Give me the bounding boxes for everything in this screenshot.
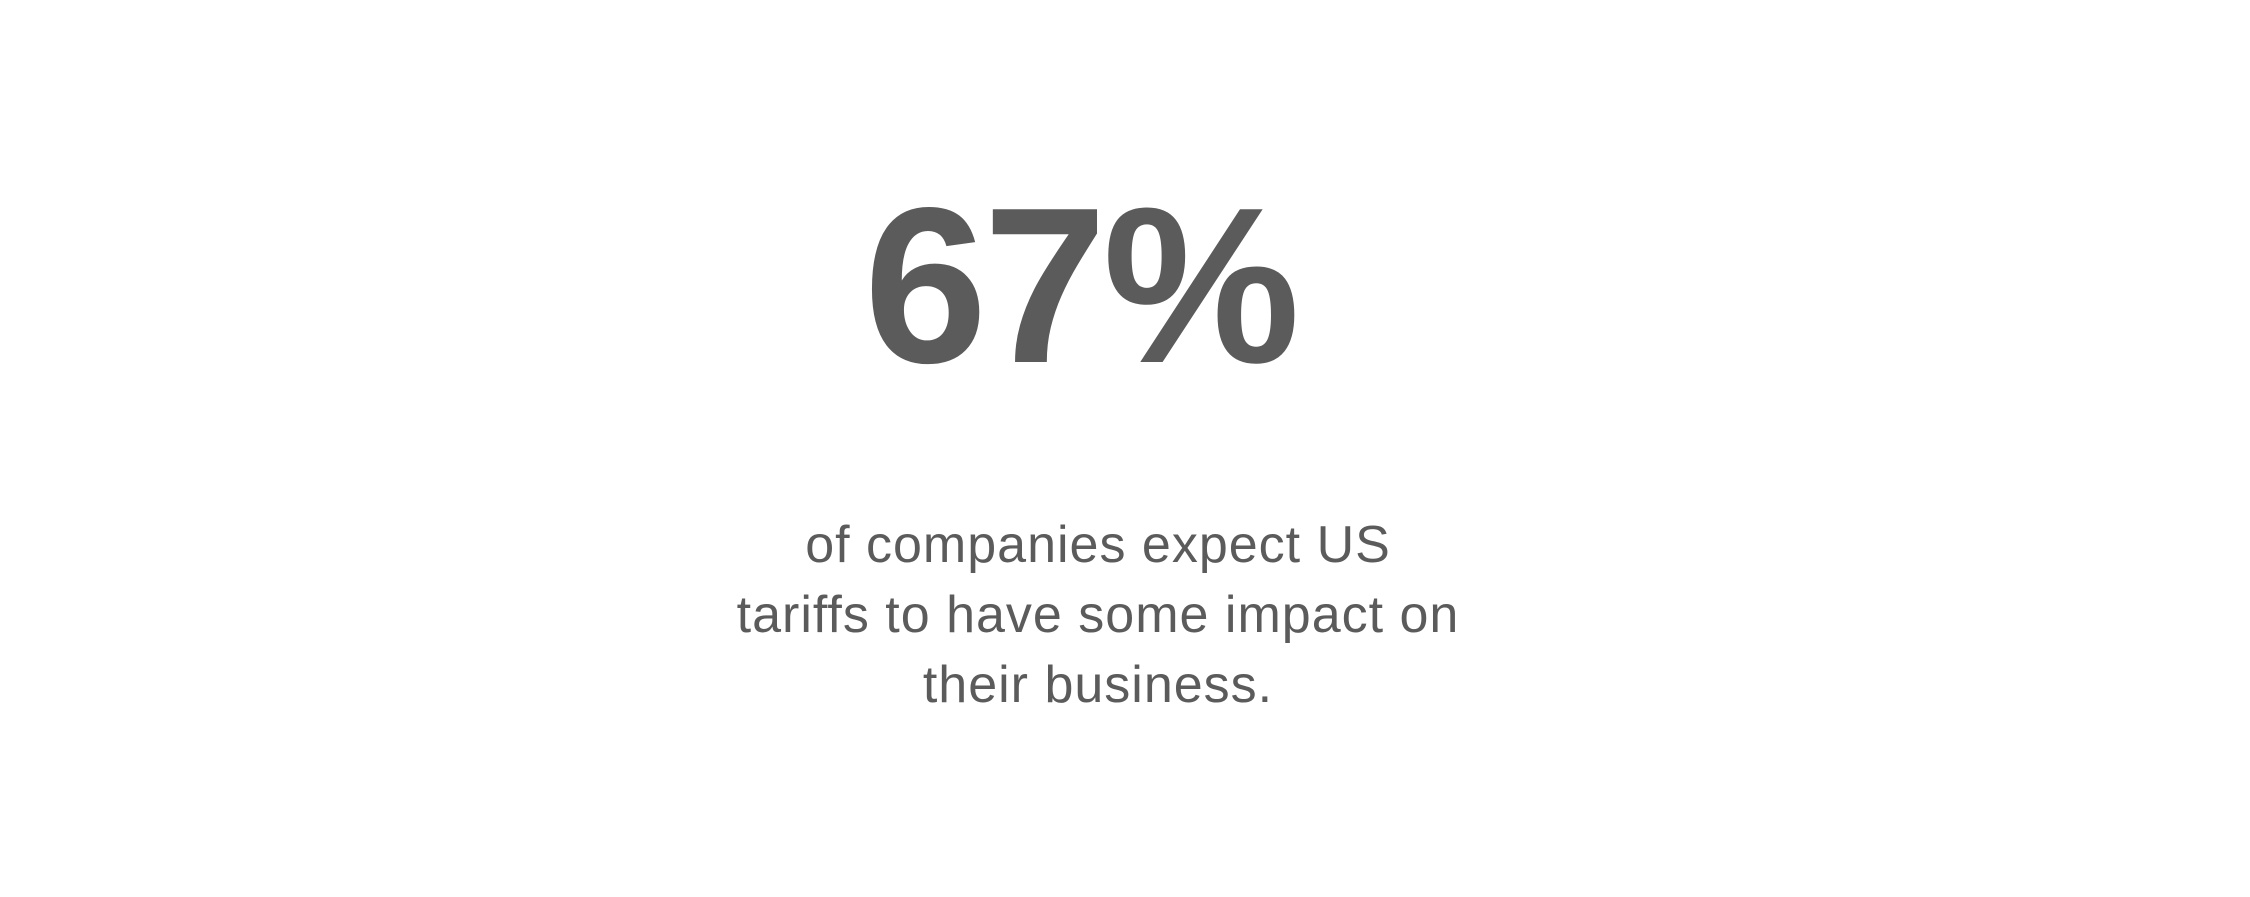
description-line: of companies expect US	[805, 516, 1391, 574]
stat-description: of companies expect US tariffs to have so…	[0, 510, 2196, 720]
stat-value: 67%	[863, 162, 1300, 410]
description-line: their business.	[922, 656, 1274, 714]
description-line: tariffs to have some impact on	[736, 586, 1460, 644]
